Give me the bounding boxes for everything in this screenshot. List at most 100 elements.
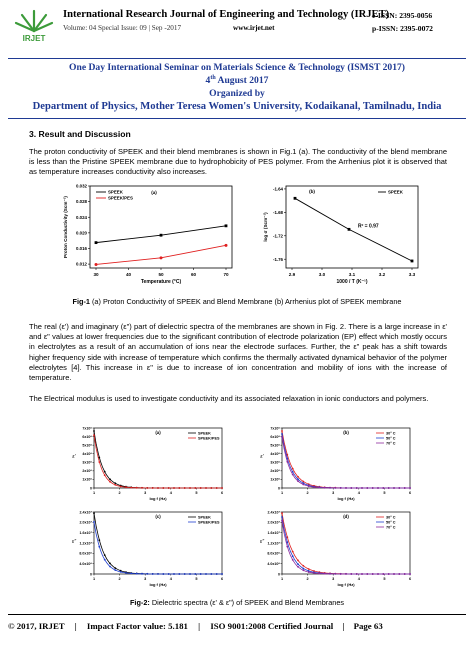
y-tick-label: 3x10⁶: [270, 461, 280, 465]
data-point: [361, 487, 363, 489]
y-tick-label: 1x10⁶: [82, 478, 92, 482]
y-tick-label: -1.72: [273, 233, 284, 238]
data-point: [159, 256, 163, 260]
data-point: [398, 573, 401, 575]
data-point: [382, 573, 385, 575]
x-tick-label: 70: [223, 272, 229, 277]
legend-label: 30° C: [386, 431, 396, 435]
irjet-logo: IRJET: [14, 9, 54, 43]
data-point: [125, 572, 127, 574]
data-point: [130, 486, 133, 489]
data-point: [293, 196, 297, 200]
y-tick-label: 4.0x10⁶: [267, 562, 280, 566]
data-point: [98, 545, 101, 548]
plot-frame: [285, 185, 419, 269]
figure-1-caption: Fig-1 (a) Proton Conductivity of SPEEK a…: [72, 297, 402, 306]
data-point: [297, 559, 299, 562]
footer-iso: ISO 9001:2008 Certified Journal: [210, 621, 334, 631]
x-tick-label: 3.1: [349, 272, 356, 277]
website-link[interactable]: www.irjet.net: [233, 24, 275, 32]
y-tick-label: 3x10⁶: [82, 461, 92, 465]
y-tick-label: 4.0x10⁶: [79, 562, 92, 566]
footer-copyright: © 2017, IRJET: [8, 621, 65, 631]
x-tick-label: 3: [144, 491, 146, 495]
data-point: [98, 461, 101, 463]
y-tick-label: 2.0x10⁷: [80, 521, 93, 525]
data-point: [178, 573, 181, 575]
x-axis-label: log f (Hz): [149, 496, 167, 501]
data-point: [366, 487, 369, 489]
x-tick-label: 5: [383, 577, 385, 581]
data-point: [93, 434, 95, 437]
data-point: [371, 487, 374, 489]
data-point: [114, 484, 117, 486]
y-tick-label: 1.6x10⁷: [80, 531, 93, 535]
data-point: [339, 487, 342, 489]
x-axis-label: log f (Hz): [337, 496, 355, 501]
data-point: [286, 460, 289, 463]
footer-page: Page 63: [353, 621, 383, 631]
data-point: [109, 480, 111, 483]
data-point: [221, 487, 223, 489]
data-point: [302, 483, 305, 486]
data-point: [114, 569, 117, 571]
panel-label: (b): [343, 430, 349, 435]
footer: © 2017, IRJET | Impact Factor value: 5.1…: [8, 621, 383, 631]
data-point: [103, 558, 106, 561]
data-point: [377, 487, 379, 489]
y-axis-label: ε": [72, 539, 76, 545]
x-tick-label: 3: [332, 491, 334, 495]
y-tick-label: 0: [90, 486, 92, 490]
x-tick-label: 4: [358, 491, 361, 495]
paragraph-2: The real (ε') and imaginary (ε") part of…: [29, 322, 447, 383]
y-tick-label: 0.032: [76, 184, 88, 189]
y-tick-label: 0.028: [76, 199, 88, 204]
x-tick-label: 6: [221, 491, 223, 495]
y-tick-label: 2x10⁶: [82, 469, 92, 473]
x-tick-label: 50: [158, 272, 164, 277]
data-point: [189, 573, 191, 575]
y-tick-label: 5x10⁶: [82, 443, 92, 447]
eissn: e-ISSN: 2395-0056: [372, 11, 433, 20]
legend-label: SPEEK/PES: [198, 520, 220, 524]
data-point: [387, 487, 390, 489]
x-tick-label: 40: [126, 272, 132, 277]
data-point: [146, 487, 149, 489]
data-point: [151, 487, 154, 489]
y-tick-label: 7x10⁶: [270, 426, 280, 430]
y-tick-label: -1.68: [273, 210, 284, 215]
data-point: [350, 487, 353, 489]
data-point: [93, 512, 95, 515]
y-tick-label: 1.2x10⁷: [80, 541, 93, 545]
data-point: [135, 486, 138, 489]
data-point: [194, 573, 197, 575]
x-tick-label: 30: [93, 272, 99, 277]
data-point: [98, 539, 101, 541]
data-point: [281, 519, 283, 522]
y-tick-label: 1.2x10⁷: [268, 541, 281, 545]
x-tick-label: 2: [307, 491, 309, 495]
x-axis-label: 1000 / T (K⁻¹): [337, 279, 368, 285]
data-point: [130, 572, 133, 575]
data-point: [119, 485, 122, 488]
y-tick-label: 8.0x10⁶: [79, 552, 92, 556]
panel-label: (d): [343, 514, 349, 519]
y-tick-label: 6x10⁶: [82, 435, 92, 439]
data-point: [323, 486, 326, 489]
data-point: [291, 559, 294, 561]
data-point: [297, 480, 299, 482]
data-point: [345, 487, 347, 489]
y-tick-label: 0.020: [76, 230, 88, 235]
figure-2d-chart: 0 4.0x10⁶ 8.0x10⁶ 1.2x10⁷ 1.6x10⁷ 2.0x10⁷ 2.4x…: [260, 510, 411, 587]
logo-text: IRJET: [23, 34, 46, 43]
data-point: [114, 482, 117, 485]
x-axis-label: log f (Hz): [149, 582, 167, 587]
header-rule: [8, 58, 466, 59]
figure-2b-chart: 0 1x10⁶ 2x10⁶ 3x10⁶ 4x10⁶ 5x10⁶ 6x10⁶ 7x10⁶ 1 2 3 4…: [260, 426, 411, 501]
legend-label: 30° C: [386, 515, 396, 519]
data-point: [409, 487, 411, 489]
data-point: [159, 233, 163, 237]
data-point: [371, 573, 374, 575]
x-tick-label: 5: [195, 491, 197, 495]
panel-label: (a): [151, 190, 157, 195]
